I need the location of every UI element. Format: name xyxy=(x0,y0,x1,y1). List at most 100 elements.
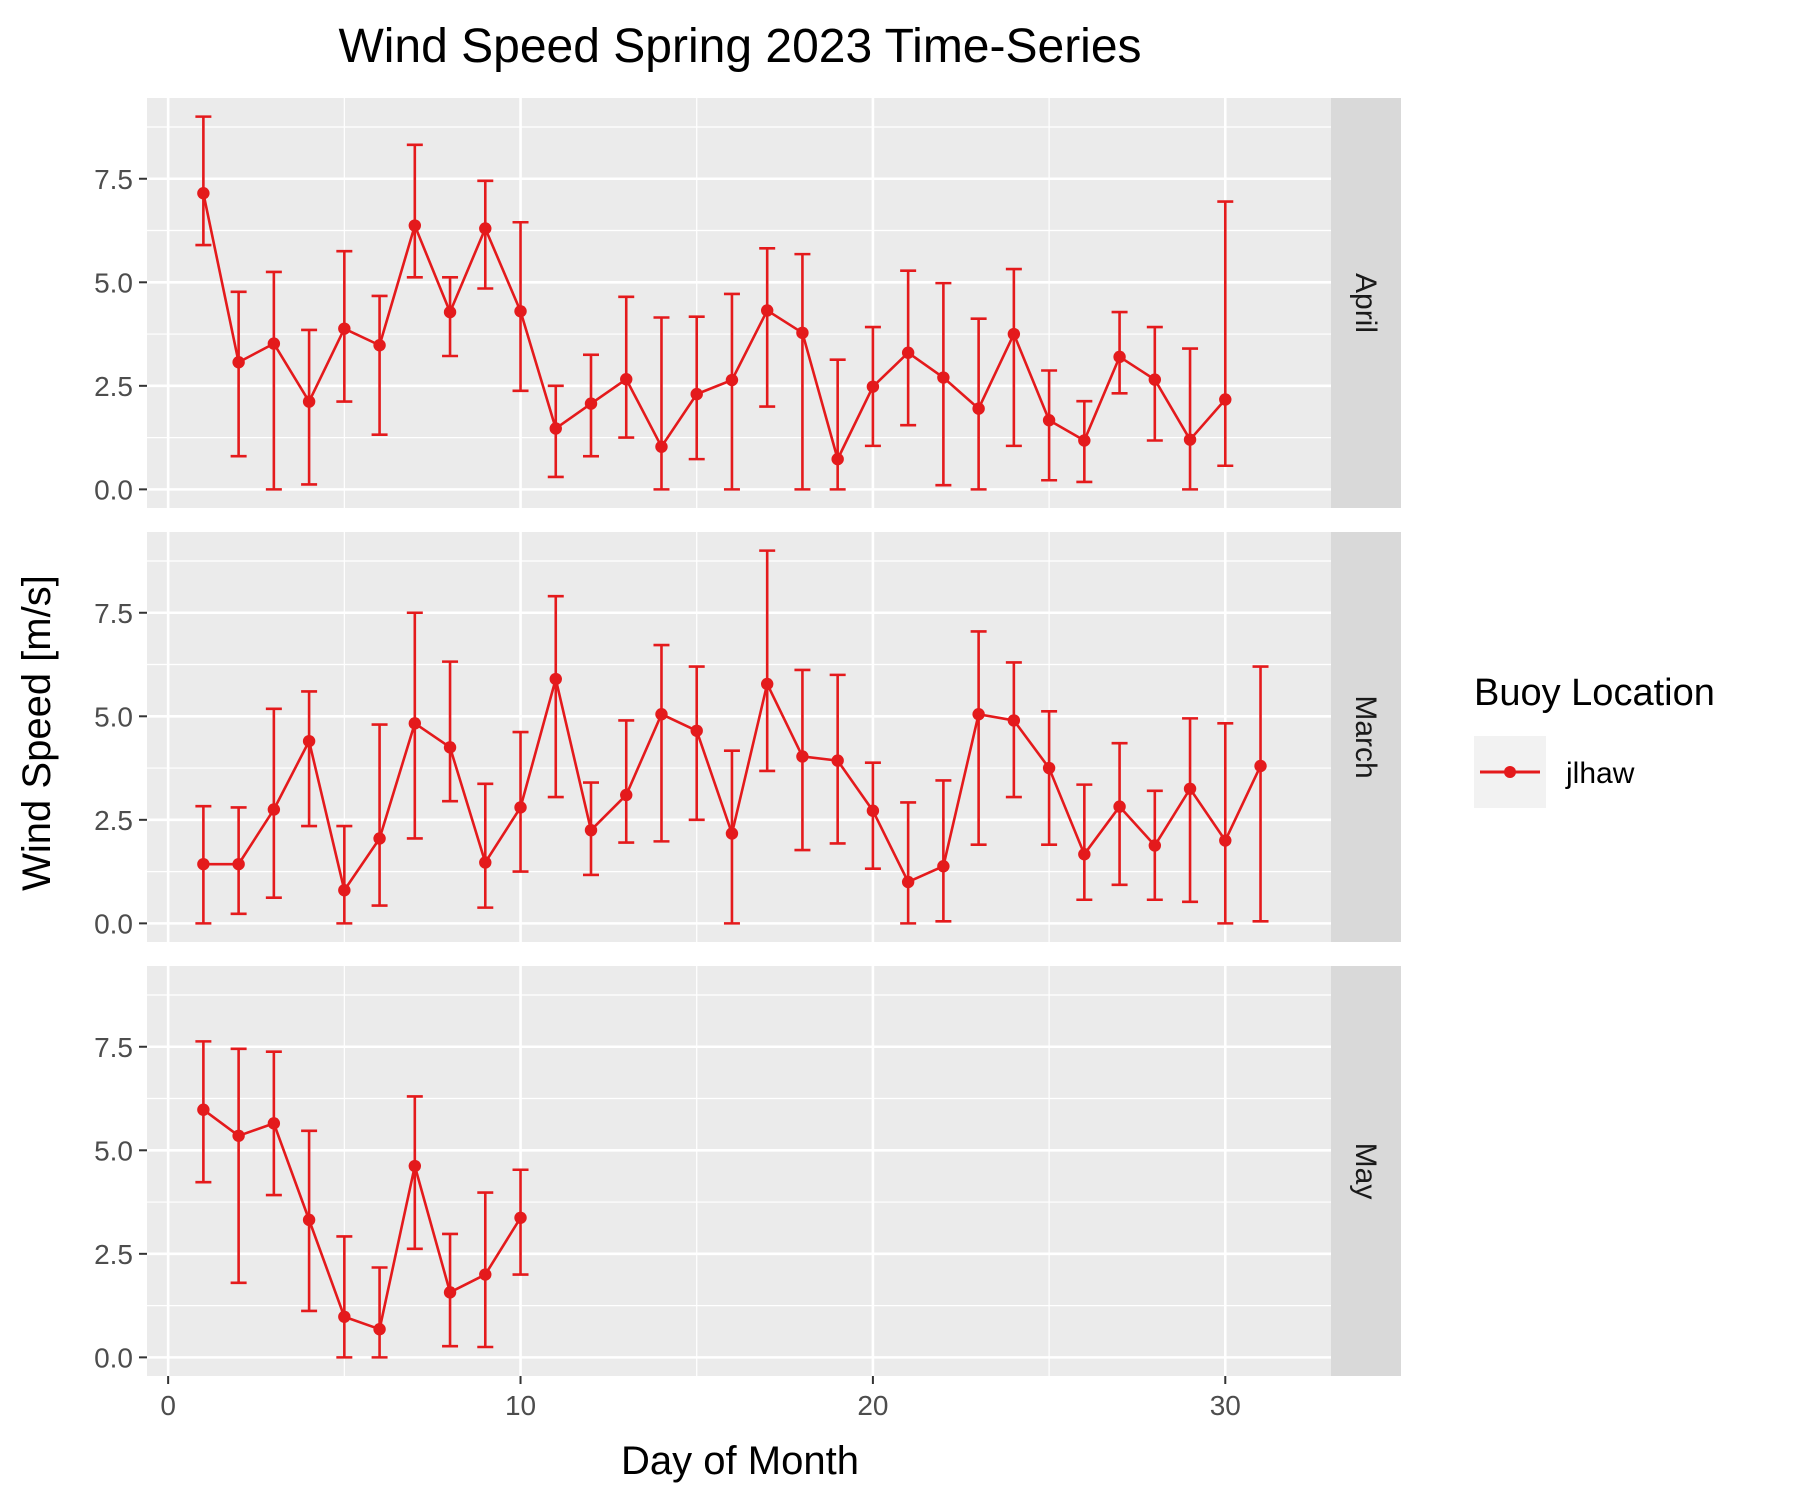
data-point xyxy=(866,804,880,817)
data-point xyxy=(1219,834,1232,847)
data-point xyxy=(655,708,668,721)
legend-title: Buoy Location xyxy=(1474,672,1715,714)
data-point xyxy=(620,788,633,802)
data-point xyxy=(479,856,492,869)
data-point xyxy=(373,832,386,845)
data-point xyxy=(725,373,739,387)
x-axis-title: Day of Month xyxy=(621,1439,859,1483)
data-point xyxy=(338,1310,351,1323)
data-point xyxy=(1183,433,1197,446)
data-point xyxy=(690,387,703,401)
data-point xyxy=(408,1159,422,1173)
data-point xyxy=(197,187,210,200)
facet-strip-label: April xyxy=(1349,273,1382,333)
facet-strip xyxy=(1331,98,1401,508)
data-point xyxy=(302,1213,316,1227)
data-point xyxy=(373,339,386,352)
y-tick-label: 0.0 xyxy=(94,1342,133,1373)
data-point xyxy=(760,677,774,691)
data-point xyxy=(267,337,281,350)
y-tick-label: 2.5 xyxy=(94,1239,133,1270)
data-point xyxy=(584,397,598,410)
panels-layer: 0.0 2.5 5.0 7.5 April 0.0 2.5 5.0 7.5 March 0.0 2.5… xyxy=(94,98,1401,1421)
data-point xyxy=(1078,434,1091,447)
data-point xyxy=(901,346,915,359)
legend: Buoy Location jlhaw xyxy=(1474,672,1715,808)
y-axis-title: Wind Speed [m/s] xyxy=(15,575,59,891)
x-tick-label: 30 xyxy=(1210,1390,1241,1421)
data-point xyxy=(479,1268,492,1281)
data-point xyxy=(197,857,210,871)
data-point xyxy=(408,717,422,730)
data-point xyxy=(232,1129,245,1142)
data-point xyxy=(937,860,950,873)
legend-key-point xyxy=(1504,766,1516,778)
data-point xyxy=(232,857,245,871)
data-point xyxy=(972,402,985,415)
facet-strip xyxy=(1331,532,1401,942)
legend-label-jlhaw: jlhaw xyxy=(1565,757,1635,790)
data-point xyxy=(549,672,562,686)
data-point xyxy=(267,1117,281,1130)
panel-april: 0.0 2.5 5.0 7.5 April xyxy=(94,98,1401,508)
panel-background xyxy=(147,98,1331,508)
data-point xyxy=(655,440,668,453)
data-point xyxy=(1042,761,1056,775)
data-point xyxy=(937,371,950,384)
data-point xyxy=(549,422,562,435)
data-point xyxy=(796,750,809,763)
data-point xyxy=(620,373,633,386)
data-point xyxy=(408,219,422,232)
facet-strip xyxy=(1331,966,1401,1376)
data-point xyxy=(972,708,985,721)
y-tick-label: 7.5 xyxy=(94,598,133,629)
data-point xyxy=(1007,714,1021,727)
x-tick-label: 0 xyxy=(160,1390,176,1421)
data-point xyxy=(443,305,457,319)
data-point xyxy=(514,801,527,814)
data-point xyxy=(725,827,739,840)
series-line-jlhaw xyxy=(202,1108,522,1331)
data-point xyxy=(1183,782,1197,795)
y-tick-label: 0.0 xyxy=(94,474,133,505)
panel-march: 0.0 2.5 5.0 7.5 March xyxy=(94,532,1401,942)
data-point xyxy=(338,884,351,897)
facet-strip-label: March xyxy=(1349,695,1382,778)
data-point xyxy=(373,1323,386,1336)
y-tick-label: 5.0 xyxy=(94,267,133,298)
data-point xyxy=(1148,373,1162,386)
panel-background xyxy=(147,532,1331,942)
data-point xyxy=(690,724,703,737)
data-point xyxy=(1254,759,1267,773)
y-tick-label: 7.5 xyxy=(94,164,133,195)
data-point xyxy=(1148,839,1162,852)
data-point xyxy=(514,305,527,318)
y-tick-label: 0.0 xyxy=(94,908,133,939)
data-point xyxy=(338,322,351,335)
data-point xyxy=(479,222,492,235)
data-point xyxy=(302,734,316,748)
y-tick-label: 7.5 xyxy=(94,1032,133,1063)
data-point xyxy=(866,380,880,393)
panel-may: 0.0 2.5 5.0 7.5 May xyxy=(94,966,1401,1376)
data-point xyxy=(1113,800,1126,813)
data-point xyxy=(267,803,281,816)
y-tick-label: 2.5 xyxy=(94,805,133,836)
data-point xyxy=(901,875,915,889)
data-point xyxy=(302,395,316,408)
chart-title: Wind Speed Spring 2023 Time-Series xyxy=(338,20,1141,73)
data-point xyxy=(1007,327,1021,341)
data-point xyxy=(760,304,774,317)
data-point xyxy=(584,823,598,837)
panel-background xyxy=(147,966,1331,1376)
facet-strip-label: May xyxy=(1349,1143,1382,1200)
data-point xyxy=(796,326,809,340)
data-point xyxy=(232,356,245,369)
series-line-jlhaw xyxy=(202,192,1227,461)
x-tick-label: 10 xyxy=(505,1390,536,1421)
x-tick-label: 20 xyxy=(857,1390,888,1421)
y-tick-label: 2.5 xyxy=(94,371,133,402)
data-point xyxy=(514,1211,527,1224)
data-point xyxy=(831,754,844,767)
